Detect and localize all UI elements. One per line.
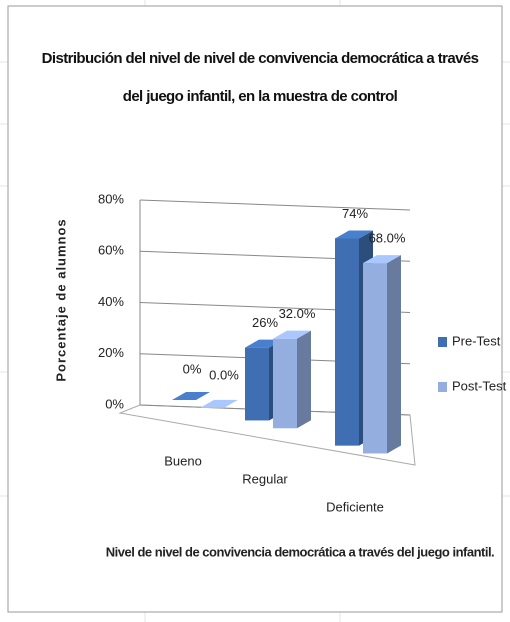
bar-top [335,230,373,239]
legend-label: Post-Test [452,378,507,393]
bar-top [172,392,210,400]
legend-swatch [438,337,447,347]
bar-side [297,330,311,429]
y-tick-label: 60% [98,243,124,258]
y-tick-label: 40% [98,294,124,309]
y-tick-label: 0% [105,396,124,411]
data-label: 32.0% [279,306,316,321]
bar [335,238,359,446]
bar-side [387,255,401,454]
data-label: 68.0% [369,231,406,246]
bar-top [273,330,311,339]
x-tick-label: Deficiente [326,499,384,514]
x-tick-label: Bueno [164,453,202,468]
y-tick-label: 20% [98,345,124,360]
bar [273,338,297,429]
y-tick-label: 80% [98,191,124,206]
data-label: 74% [342,206,368,221]
chart-title: Distribución del nivel de nivel de convi… [41,50,479,105]
grid-line [139,199,411,211]
data-label: 0% [183,361,202,376]
legend-label: Pre-Test [452,333,501,348]
bar-top [200,399,238,408]
y-axis-label: Porcentaje de alumnos [53,218,68,381]
x-tick-label: Regular [242,471,288,486]
bar [245,347,269,421]
x-axis-label: Nivel de nivel de convivencia democrátic… [106,544,494,559]
bar [363,263,387,454]
legend-swatch [438,382,447,392]
bar-top [363,255,401,264]
data-label: 0.0% [209,367,239,382]
data-label: 26% [252,315,278,330]
